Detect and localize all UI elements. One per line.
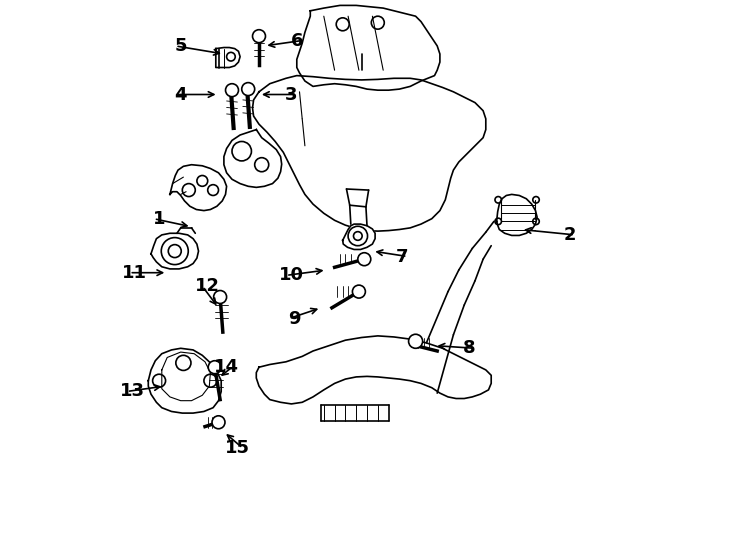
Text: 4: 4: [175, 85, 187, 104]
Circle shape: [352, 285, 366, 298]
Text: 1: 1: [153, 210, 165, 228]
Circle shape: [214, 291, 227, 303]
Polygon shape: [170, 165, 227, 211]
Text: 6: 6: [291, 31, 303, 50]
Text: 15: 15: [225, 439, 250, 457]
Text: 11: 11: [123, 264, 148, 282]
Circle shape: [252, 30, 266, 43]
Text: 5: 5: [175, 37, 187, 55]
Polygon shape: [148, 348, 221, 413]
Circle shape: [212, 416, 225, 429]
Text: 3: 3: [285, 85, 298, 104]
Text: 14: 14: [214, 358, 239, 376]
Polygon shape: [151, 233, 198, 269]
Text: 13: 13: [120, 382, 145, 401]
Text: 8: 8: [463, 339, 476, 357]
Text: 7: 7: [396, 247, 408, 266]
Text: 2: 2: [563, 226, 575, 244]
Circle shape: [225, 84, 239, 97]
Polygon shape: [343, 224, 375, 249]
Text: 12: 12: [195, 277, 220, 295]
Circle shape: [409, 334, 423, 348]
Circle shape: [357, 253, 371, 266]
Text: 9: 9: [288, 309, 300, 328]
Polygon shape: [216, 48, 240, 68]
Text: 10: 10: [279, 266, 304, 285]
Polygon shape: [497, 194, 537, 235]
Circle shape: [208, 361, 221, 374]
Circle shape: [241, 83, 255, 96]
